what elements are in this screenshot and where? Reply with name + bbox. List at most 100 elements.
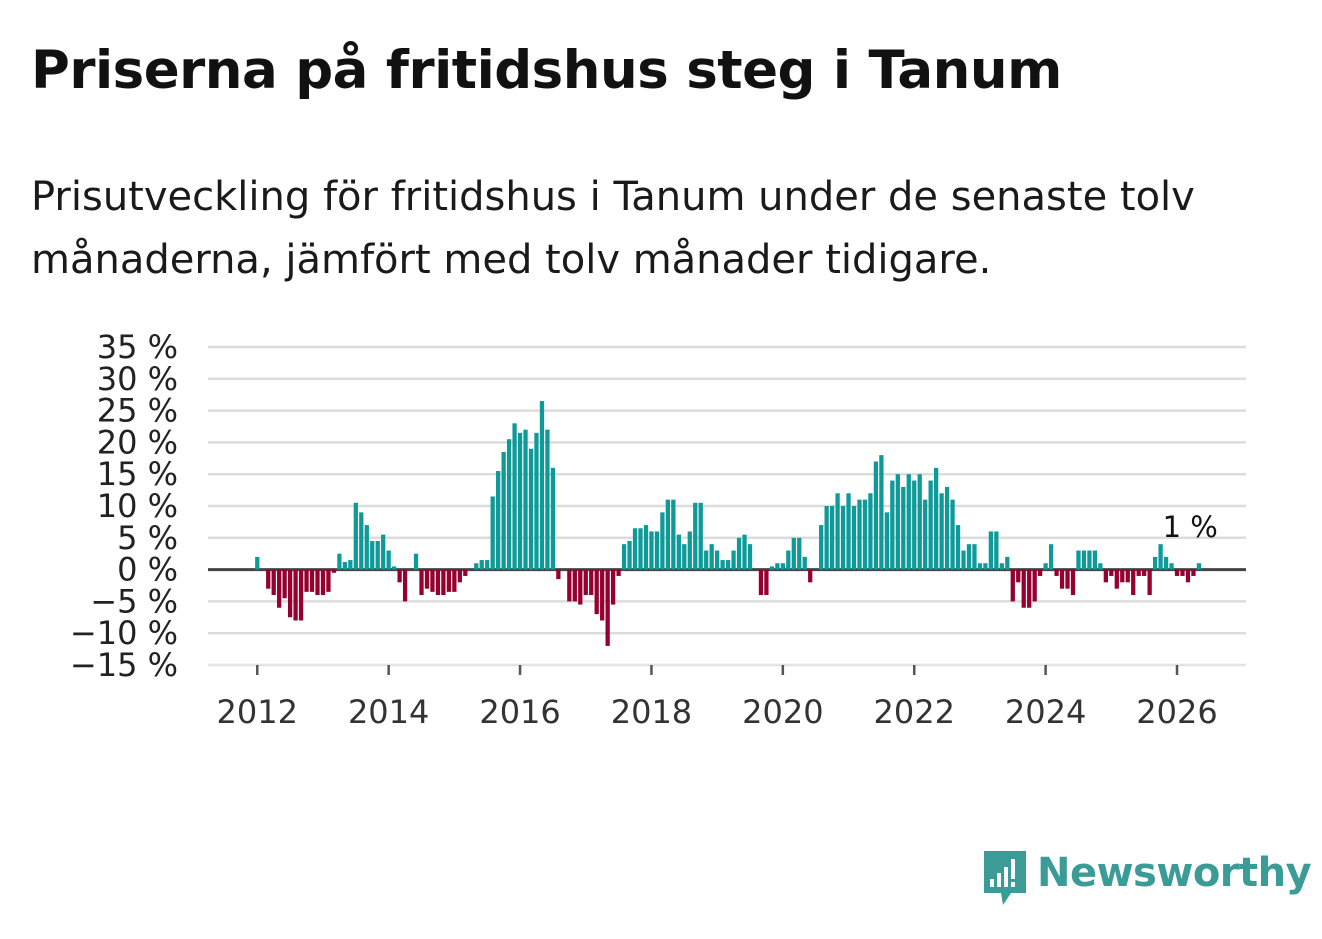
bar: [857, 499, 862, 570]
bar: [890, 480, 895, 570]
bar: [895, 474, 900, 570]
y-tick-label: 15 %: [97, 455, 178, 493]
bar: [682, 544, 687, 570]
bar: [364, 525, 369, 570]
x-axis: 2012 2014 2016 2018 2020 2022 2024 2026: [208, 664, 1246, 731]
bar: [474, 563, 479, 570]
bar: [966, 544, 972, 570]
bar: [1087, 550, 1092, 570]
bar: [846, 493, 851, 570]
bar: [413, 553, 419, 570]
bar: [868, 493, 873, 570]
bar: [780, 563, 785, 570]
bar: [1158, 544, 1163, 570]
bar: [808, 569, 813, 583]
bar: [528, 448, 534, 570]
bar: [452, 569, 457, 592]
bar: [654, 531, 660, 570]
bar: [1043, 563, 1048, 570]
bar: [255, 556, 260, 570]
bar: [331, 569, 337, 573]
x-tick-label: 2016: [479, 693, 560, 731]
bar: [381, 534, 386, 570]
bar: [348, 560, 353, 570]
bar: [517, 432, 523, 570]
bar: [359, 512, 364, 570]
bar: [819, 525, 824, 570]
bar: [972, 544, 977, 570]
bar: [578, 569, 583, 605]
bar: [725, 560, 731, 570]
bar: [315, 569, 320, 596]
bar: [912, 480, 917, 570]
chart-title: Priserna på fritidshus steg i Tanum: [31, 40, 1062, 101]
bar: [1076, 550, 1081, 570]
y-tick-label: −5 %: [90, 582, 178, 620]
bar: [1180, 569, 1185, 576]
bar: [840, 506, 846, 570]
chart-subtitle: Prisutveckling för fritidshus i Tanum un…: [31, 174, 1195, 283]
bar: [501, 451, 506, 570]
bar: [638, 528, 643, 570]
bar: [583, 569, 588, 596]
bar: [862, 499, 868, 570]
bar: [610, 569, 616, 605]
bar: [539, 401, 545, 570]
bar: [649, 531, 654, 570]
bar: [298, 569, 304, 621]
bar: [933, 467, 939, 570]
bar: [463, 569, 468, 576]
bar: [671, 499, 676, 570]
bar: [1142, 569, 1147, 576]
bar: [983, 563, 988, 570]
bar: [266, 569, 271, 589]
bars: [255, 401, 1202, 646]
bar: [397, 569, 402, 583]
bar: [1163, 556, 1169, 570]
y-tick-label: 5 %: [117, 519, 178, 557]
bar: [961, 550, 966, 570]
bar: [1109, 569, 1114, 576]
bar: [988, 531, 994, 570]
bar: [835, 493, 840, 570]
bar: [1038, 569, 1043, 576]
bar: [698, 502, 703, 570]
bar: [534, 432, 539, 570]
y-tick-label: 20 %: [97, 423, 178, 461]
bar: [556, 569, 561, 580]
bar: [797, 537, 802, 570]
x-tick-label: 2020: [742, 693, 823, 731]
bar: [829, 506, 835, 570]
newsworthy-logo[interactable]: Newsworthy: [981, 849, 1312, 909]
bar: [769, 566, 775, 570]
bar: [1048, 544, 1054, 570]
bar: [764, 569, 769, 596]
bar: [944, 486, 950, 570]
bar: [1032, 569, 1037, 602]
bar: [994, 531, 999, 570]
bar: [1005, 556, 1010, 570]
bar: [320, 569, 326, 596]
bar: [430, 569, 435, 592]
bar: [1021, 569, 1026, 608]
bar: [939, 493, 944, 570]
bar: [736, 537, 742, 570]
bar: [600, 569, 605, 621]
bar: [955, 525, 961, 570]
bar: [1081, 550, 1087, 570]
x-tick-label: 2012: [217, 693, 298, 731]
grid-lines: [208, 345, 1246, 667]
x-tick-label: 2014: [348, 693, 429, 731]
bar-chart: 35 %30 %25 %20 %15 %10 %5 %0 %−5 %−10 %−…: [70, 328, 1246, 731]
bar: [1054, 569, 1059, 576]
bar: [1174, 569, 1180, 576]
last-value-annotation: 1 %: [1163, 510, 1218, 544]
bar: [704, 550, 709, 570]
bar: [906, 474, 911, 570]
bar: [293, 569, 298, 621]
bar: [375, 540, 380, 570]
bar: [271, 569, 276, 596]
bar: [786, 550, 791, 570]
bar: [1016, 569, 1021, 583]
bar: [1125, 569, 1130, 583]
